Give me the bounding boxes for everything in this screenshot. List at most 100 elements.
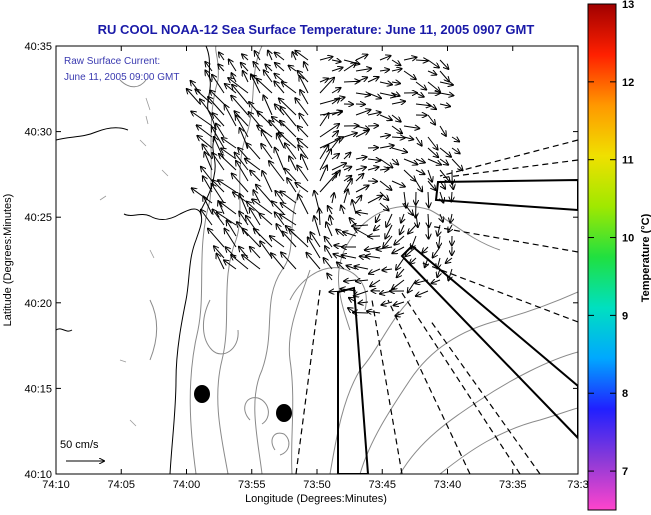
current-vector xyxy=(331,88,341,94)
current-vector xyxy=(229,60,237,72)
current-vector xyxy=(343,167,351,170)
current-vector xyxy=(319,166,327,182)
current-vector xyxy=(355,131,369,138)
current-vector xyxy=(306,253,321,270)
current-vector xyxy=(245,159,261,171)
current-vector xyxy=(331,111,342,115)
current-vector xyxy=(379,180,392,190)
current-vector xyxy=(422,246,429,253)
current-vector xyxy=(331,171,340,182)
current-vector xyxy=(403,202,413,215)
current-vector xyxy=(439,169,450,182)
x-tick-label: 74:05 xyxy=(107,479,135,491)
current-vector xyxy=(250,171,261,182)
colorbar-tick-label: 11 xyxy=(622,155,634,167)
current-vector xyxy=(391,59,400,65)
current-vector xyxy=(263,96,273,116)
current-vector xyxy=(439,82,453,85)
current-vector xyxy=(282,82,297,94)
current-vector xyxy=(279,132,297,149)
current-vector xyxy=(289,66,297,72)
current-vector xyxy=(397,268,405,277)
current-vector xyxy=(281,203,297,215)
current-vector xyxy=(353,313,369,314)
current-vector xyxy=(343,232,357,237)
current-vector xyxy=(355,174,363,182)
x-tick-label: 73:55 xyxy=(238,479,266,491)
current-vector xyxy=(275,53,285,61)
colorbar-tick-label: 10 xyxy=(622,233,634,245)
current-vector xyxy=(367,112,381,115)
x-tick-label: 74:00 xyxy=(173,479,201,491)
current-vector xyxy=(391,93,400,96)
current-vector xyxy=(219,53,225,61)
current-vector xyxy=(232,174,249,193)
current-vector xyxy=(331,163,346,171)
current-vector xyxy=(405,246,417,256)
current-vector xyxy=(382,269,393,270)
current-vector xyxy=(249,112,261,127)
current-vector xyxy=(359,302,369,303)
current-vector xyxy=(374,224,381,230)
current-vector xyxy=(440,213,443,222)
current-vector xyxy=(391,147,407,152)
current-vector xyxy=(367,311,381,313)
land-texture xyxy=(99,97,169,427)
current-vector xyxy=(319,113,329,127)
current-vector xyxy=(379,56,391,61)
current-vector xyxy=(379,169,389,170)
current-date: June 11, 2005 09:00 GMT xyxy=(64,72,179,83)
current-vector xyxy=(439,147,451,157)
x-tick-label: 73:40 xyxy=(434,479,462,491)
current-vector xyxy=(401,213,404,223)
current-vector xyxy=(439,93,453,96)
current-vector xyxy=(224,260,237,270)
current-vector xyxy=(352,225,369,226)
y-axis-ticks: 40:35 40:30 40:25 40:20 40:15 40:10 xyxy=(24,41,578,481)
current-vector xyxy=(257,79,273,94)
current-vector xyxy=(332,193,334,204)
current-vector xyxy=(415,93,424,97)
current-vector xyxy=(319,209,320,226)
current-vector xyxy=(327,274,332,281)
y-tick-label: 40:10 xyxy=(24,469,52,481)
current-vector xyxy=(439,104,450,106)
current-vector xyxy=(370,279,381,286)
current-vector xyxy=(205,62,213,72)
current-vector xyxy=(218,180,237,193)
current-vector xyxy=(355,110,371,116)
current-vector xyxy=(427,114,435,125)
current-vector xyxy=(379,145,394,148)
current-vector xyxy=(391,137,405,138)
current-vector xyxy=(416,213,418,227)
current-vector xyxy=(203,196,213,215)
current-vector xyxy=(227,221,237,237)
current-vector xyxy=(246,143,261,160)
current-vector xyxy=(382,302,393,305)
current-vector xyxy=(391,114,401,122)
current-vector xyxy=(355,55,367,61)
current-vector xyxy=(275,148,285,171)
current-vector xyxy=(428,191,429,207)
current-vector xyxy=(255,51,261,61)
current-vector xyxy=(451,147,460,153)
current-vector xyxy=(220,202,237,215)
current-vector xyxy=(205,152,213,171)
current-vector xyxy=(289,156,297,171)
current-vector xyxy=(391,158,398,165)
current-vector xyxy=(243,71,249,83)
current-vector xyxy=(201,167,213,182)
current-vector xyxy=(415,280,429,283)
current-vector xyxy=(231,255,249,270)
current-vector xyxy=(376,213,380,222)
current-vector xyxy=(342,255,357,258)
current-vector xyxy=(324,258,333,270)
x-tick-label: 73:50 xyxy=(303,479,331,491)
current-vector xyxy=(439,158,448,165)
current-vector xyxy=(427,158,441,165)
current-vector xyxy=(236,161,249,182)
current-vector xyxy=(367,196,382,204)
current-vector xyxy=(200,99,213,116)
current-vector xyxy=(235,153,249,171)
current-vector xyxy=(451,137,459,142)
